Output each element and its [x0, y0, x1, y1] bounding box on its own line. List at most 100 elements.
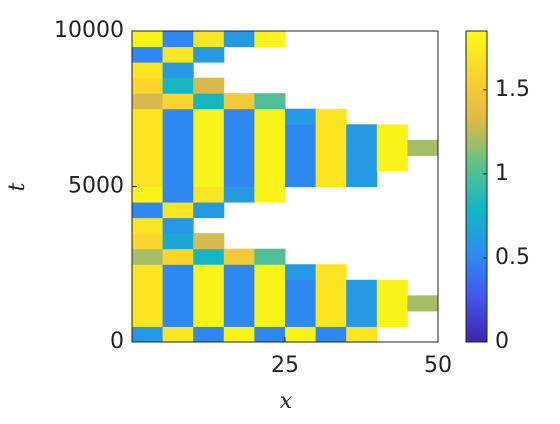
heat-cell: [132, 93, 164, 110]
heat-cell: [193, 124, 225, 141]
heat-cell: [407, 295, 439, 312]
colorbar-tick-label: 0.5: [495, 245, 530, 270]
heat-cell: [223, 310, 255, 327]
heat-cell: [254, 108, 286, 125]
heat-cell: [315, 310, 347, 327]
heat-cell: [162, 202, 194, 219]
heat-cell: [193, 279, 225, 296]
heat-cell: [254, 124, 286, 141]
heat-cell: [376, 310, 408, 327]
heat-cell: [162, 93, 194, 110]
heat-cell: [162, 248, 194, 265]
heat-cell: [193, 170, 225, 187]
heat-cell: [254, 248, 286, 265]
heat-cell: [254, 279, 286, 296]
heat-cell: [285, 295, 317, 312]
heat-cell: [223, 248, 255, 265]
heat-cell: [376, 139, 408, 156]
x-axis-label: x: [280, 389, 293, 414]
heat-cell: [346, 310, 378, 327]
heat-cell: [315, 124, 347, 141]
heat-cell: [193, 264, 225, 281]
heat-cell: [162, 217, 194, 234]
heat-cell: [162, 264, 194, 281]
heat-cell: [193, 93, 225, 110]
heat-cell: [376, 295, 408, 312]
heat-cell: [346, 295, 378, 312]
heat-cell: [132, 202, 164, 219]
heat-cell: [254, 295, 286, 312]
heatmap: [132, 31, 439, 343]
y-tick-label: 5000: [68, 174, 124, 199]
heat-cell: [223, 108, 255, 125]
heat-cell: [193, 108, 225, 125]
heat-cell: [285, 170, 317, 187]
heat-cell: [376, 124, 408, 141]
heat-cell: [223, 31, 255, 48]
heat-cell: [162, 295, 194, 312]
heat-cell: [193, 186, 225, 203]
heat-cell: [346, 155, 378, 172]
heat-cell: [132, 139, 164, 156]
heat-cell: [162, 326, 194, 343]
heat-cell: [315, 279, 347, 296]
y-tick-label: 10000: [54, 18, 124, 43]
heat-cell: [162, 155, 194, 172]
heat-cell: [285, 326, 317, 343]
heat-cell: [346, 124, 378, 141]
heat-cell: [315, 295, 347, 312]
heat-cell: [132, 108, 164, 125]
heat-cell: [285, 264, 317, 281]
heat-cell: [193, 77, 225, 94]
heat-cell: [285, 124, 317, 141]
heat-cell: [162, 186, 194, 203]
heat-cell: [132, 248, 164, 265]
heat-cell: [346, 139, 378, 156]
heat-cell: [315, 139, 347, 156]
heat-cell: [132, 326, 164, 343]
heat-cell: [132, 186, 164, 203]
heat-cell: [132, 295, 164, 312]
heat-cell: [132, 46, 164, 63]
heat-cell: [193, 155, 225, 172]
heat-cell: [193, 326, 225, 343]
heat-cell: [285, 108, 317, 125]
colorbar-tick-label: 1.5: [495, 77, 530, 102]
heat-cell: [285, 139, 317, 156]
heat-cell: [285, 310, 317, 327]
heat-cell: [162, 124, 194, 141]
heat-cell: [376, 279, 408, 296]
heat-cell: [254, 155, 286, 172]
heat-cell: [193, 31, 225, 48]
heat-cell: [223, 124, 255, 141]
heat-cell: [315, 155, 347, 172]
heat-cell: [315, 326, 347, 343]
heat-cell: [132, 310, 164, 327]
heat-cell: [285, 155, 317, 172]
x-tick-label: 50: [424, 353, 452, 378]
heat-cell: [162, 31, 194, 48]
colorbar-tick-label: 1: [495, 161, 509, 186]
heat-cell: [132, 77, 164, 94]
heat-cell: [223, 326, 255, 343]
heat-cell: [254, 264, 286, 281]
heat-cell: [254, 139, 286, 156]
heat-cell: [254, 170, 286, 187]
heat-cell: [254, 186, 286, 203]
heat-cell: [162, 310, 194, 327]
heat-cell: [162, 46, 194, 63]
heat-cell: [376, 155, 408, 172]
heat-cell: [223, 139, 255, 156]
heat-cell: [193, 248, 225, 265]
heat-cell: [162, 233, 194, 250]
heat-cell: [223, 279, 255, 296]
heat-cell: [254, 310, 286, 327]
heat-cell: [132, 170, 164, 187]
heat-cell: [346, 279, 378, 296]
heat-cell: [162, 279, 194, 296]
heat-cell: [315, 170, 347, 187]
heat-cell: [162, 139, 194, 156]
heat-cell: [285, 279, 317, 296]
heat-cell: [346, 326, 378, 343]
